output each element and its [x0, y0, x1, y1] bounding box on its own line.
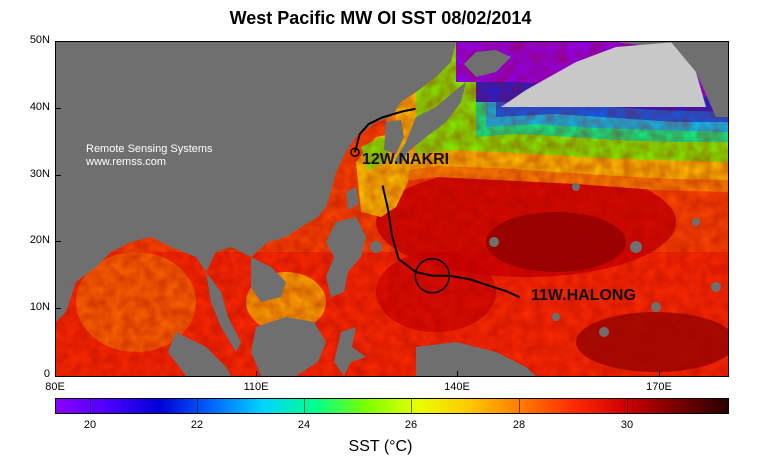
y-tick [56, 241, 61, 242]
x-tick [659, 371, 660, 376]
sst-colorbar [55, 398, 729, 414]
storm-label-nakri: 12W.NAKRI [362, 151, 450, 168]
korea [384, 120, 404, 154]
colorbar-tick-label: 20 [83, 419, 97, 431]
india-east [56, 282, 76, 322]
asia-mainland [56, 42, 456, 287]
no-data-blob [489, 237, 499, 247]
colorbar-divider [197, 399, 198, 413]
x-tick-label: 80E [45, 381, 65, 393]
colorbar-label: SST (°C) [348, 438, 413, 455]
x-tick-label: 170E [646, 381, 672, 393]
colorbar-divider [90, 399, 91, 413]
storm-marker-nakri [350, 147, 360, 157]
y-tick-label: 0 [43, 368, 50, 380]
colorbar-tick-label: 26 [404, 419, 418, 431]
colorbar-tick-label: 24 [297, 419, 311, 431]
no-data-blob [370, 241, 382, 253]
y-tick-label: 10N [29, 301, 50, 313]
storm-label-halong: 11W.HALONG [531, 287, 636, 304]
colorbar-tick-label: 28 [512, 419, 526, 431]
hokkaido [464, 50, 511, 77]
colorbar-tick-label: 30 [620, 419, 634, 431]
y-tick [56, 308, 61, 309]
sulawesi [334, 327, 366, 376]
no-data-blob [572, 183, 580, 191]
storm-track-nakri [354, 107, 416, 153]
credit-line-2: www.remss.com [86, 156, 167, 168]
x-tick [256, 371, 257, 376]
sst-map [55, 41, 729, 377]
no-data-blob [692, 218, 700, 226]
map-title: West Pacific MW OI SST 08/02/2014 [229, 8, 532, 28]
borneo [251, 317, 326, 376]
vietnam [251, 257, 286, 302]
colorbar-divider [411, 399, 412, 413]
y-tick [56, 108, 61, 109]
kamchatka [671, 42, 728, 117]
malay-peninsula [206, 272, 241, 352]
no-data-blob [711, 282, 721, 292]
storm-track-halong [381, 185, 521, 299]
colorbar-divider [304, 399, 305, 413]
philippines [326, 217, 366, 297]
credit-line-1: Remote Sensing Systems [86, 143, 213, 155]
storm-tracks [350, 107, 521, 299]
colorbar-divider [519, 399, 520, 413]
new-guinea [416, 342, 536, 376]
storm-marker-halong [414, 258, 451, 294]
taiwan [346, 187, 359, 210]
y-tick-label: 30N [29, 168, 50, 180]
sst-map-canvas [56, 42, 728, 376]
x-tick [457, 371, 458, 376]
y-tick-label: 20N [29, 234, 50, 246]
colorbar-divider [627, 399, 628, 413]
y-tick [56, 175, 61, 176]
no-data-blob [651, 302, 661, 312]
okhotsk-ice [501, 42, 706, 107]
no-data-blob [599, 327, 609, 337]
x-tick-label: 110E [243, 381, 269, 393]
no-data-blob [552, 313, 560, 321]
japan [394, 82, 466, 164]
x-tick-label: 140E [444, 381, 470, 393]
no-data-blob [630, 241, 642, 253]
y-tick-label: 40N [29, 101, 50, 113]
colorbar-tick-label: 22 [190, 419, 204, 431]
sumatra [168, 332, 231, 376]
y-tick-label: 50N [29, 34, 50, 46]
